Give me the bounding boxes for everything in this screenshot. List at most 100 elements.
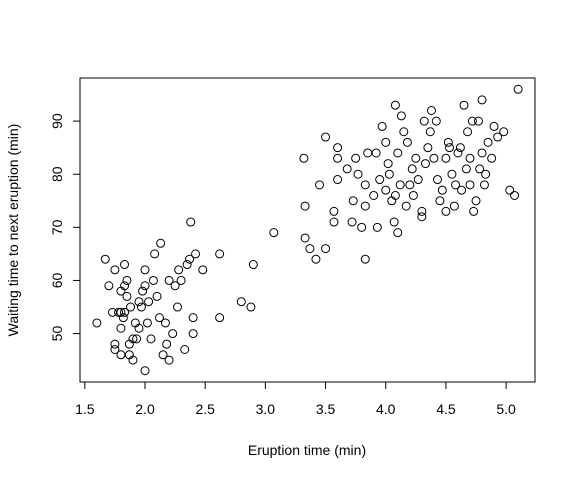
x-tick-label: 3.5 <box>316 401 336 417</box>
point <box>110 344 120 354</box>
point <box>321 244 331 254</box>
point <box>489 121 499 131</box>
point <box>407 164 417 174</box>
point <box>110 265 120 275</box>
point <box>300 201 310 211</box>
point <box>180 344 190 354</box>
point <box>198 265 208 275</box>
point <box>493 132 503 142</box>
point <box>321 132 331 142</box>
point <box>419 116 429 126</box>
point <box>110 339 120 349</box>
point <box>381 185 391 195</box>
point <box>144 297 154 307</box>
x-tick-label: 1.5 <box>75 401 95 417</box>
point <box>431 116 441 126</box>
point <box>176 275 186 285</box>
point <box>383 159 393 169</box>
point <box>481 169 491 179</box>
point <box>215 313 225 323</box>
point <box>116 307 126 317</box>
point <box>417 206 427 216</box>
point <box>122 291 132 301</box>
point <box>136 302 146 312</box>
point <box>401 201 411 211</box>
y-tick-label: 90 <box>49 113 65 129</box>
point <box>393 148 403 158</box>
point <box>164 275 174 285</box>
point <box>132 334 142 344</box>
point <box>100 254 110 264</box>
point <box>104 281 114 291</box>
point <box>299 153 309 163</box>
point <box>185 254 195 264</box>
point <box>150 249 160 259</box>
point <box>475 164 485 174</box>
point <box>351 153 361 163</box>
y-axis-label: Waiting time to next eruption (min) <box>5 124 21 337</box>
point <box>455 143 465 153</box>
point <box>142 318 152 328</box>
point <box>465 153 475 163</box>
point <box>315 180 325 190</box>
point <box>429 153 439 163</box>
point <box>269 228 279 238</box>
point <box>477 95 487 105</box>
y-tick-label: 60 <box>49 272 65 288</box>
point <box>425 127 435 137</box>
point <box>471 196 481 206</box>
point <box>120 281 130 291</box>
point <box>236 297 246 307</box>
point <box>435 196 445 206</box>
point <box>182 260 192 270</box>
point <box>395 180 405 190</box>
point <box>377 121 387 131</box>
point <box>447 169 457 179</box>
x-tick-label: 3.0 <box>256 401 276 417</box>
point <box>443 137 453 147</box>
point <box>467 116 477 126</box>
point <box>333 175 343 185</box>
point <box>154 313 164 323</box>
point <box>120 260 130 270</box>
point <box>156 238 166 248</box>
point <box>420 159 430 169</box>
point <box>347 217 357 227</box>
point <box>353 169 363 179</box>
point <box>134 323 144 333</box>
point <box>215 249 225 259</box>
point <box>479 180 489 190</box>
point <box>369 190 379 200</box>
point <box>122 275 132 285</box>
y-tick-label: 80 <box>49 166 65 182</box>
point <box>499 127 509 137</box>
point <box>372 222 382 232</box>
point <box>116 350 126 360</box>
point <box>396 111 406 121</box>
point <box>158 350 168 360</box>
point <box>360 254 370 264</box>
point <box>393 228 403 238</box>
point <box>140 281 150 291</box>
point <box>441 153 451 163</box>
point <box>441 206 451 216</box>
point <box>188 313 198 323</box>
point <box>433 175 442 185</box>
y-tick-label: 50 <box>49 326 65 342</box>
point <box>152 291 162 301</box>
point <box>174 265 184 275</box>
point <box>469 206 479 216</box>
point <box>449 201 459 211</box>
point <box>114 307 124 317</box>
point <box>408 190 418 200</box>
point <box>305 244 315 254</box>
point <box>437 185 447 195</box>
point <box>413 175 423 185</box>
point <box>162 339 172 349</box>
point <box>170 281 180 291</box>
point <box>120 307 130 317</box>
point <box>188 329 198 339</box>
point <box>168 329 178 339</box>
point <box>371 148 381 158</box>
point <box>329 217 339 227</box>
